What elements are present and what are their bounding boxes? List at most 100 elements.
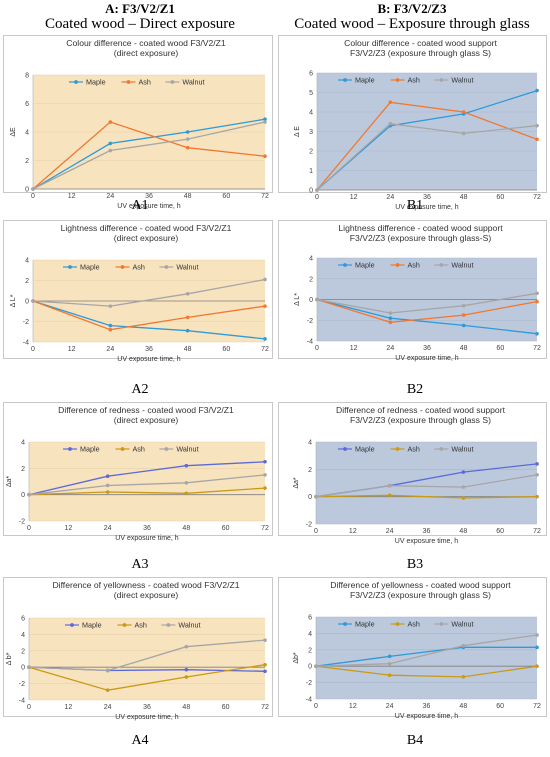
x-tick-label: 12 bbox=[350, 345, 358, 352]
y-axis-label: Δ L* bbox=[294, 293, 301, 306]
series-line-maple bbox=[28, 461, 266, 496]
legend-label-ash: Ash bbox=[408, 445, 420, 454]
series-line-ash bbox=[315, 494, 538, 499]
x-axis-label: UV exposure time, h bbox=[395, 204, 459, 211]
x-axis-label: UV exposure time, h bbox=[395, 538, 459, 545]
legend-label-walnut: Walnut bbox=[451, 261, 473, 270]
x-tick-label: 0 bbox=[315, 194, 319, 201]
y-tick-label: 0 bbox=[308, 664, 312, 671]
legend-marker-maple bbox=[70, 623, 74, 627]
x-tick-label: 48 bbox=[182, 525, 190, 532]
x-axis-label: UV exposure time, h bbox=[117, 356, 181, 363]
data-point-maple bbox=[108, 141, 113, 146]
data-point-walnut bbox=[535, 473, 539, 477]
data-point-ash bbox=[461, 313, 466, 317]
legend-label-walnut: Walnut bbox=[451, 445, 473, 454]
series-line-ash bbox=[28, 664, 266, 691]
x-tick-label: 36 bbox=[423, 345, 431, 352]
legend-marker-maple bbox=[343, 78, 347, 82]
data-point-walnut bbox=[315, 188, 319, 192]
legend-label-maple: Maple bbox=[355, 445, 375, 454]
x-tick-label: 24 bbox=[106, 193, 114, 200]
y-tick-label: 2 bbox=[25, 158, 29, 165]
data-point-ash bbox=[263, 154, 267, 159]
data-point-maple bbox=[263, 337, 267, 341]
data-point-walnut bbox=[461, 485, 466, 489]
column-b-code: B: F3/V2/Z3 bbox=[377, 1, 447, 16]
series-line-walnut bbox=[28, 474, 266, 496]
x-axis-label: UV exposure time, h bbox=[395, 355, 459, 362]
panel-label-b1: B1 bbox=[406, 198, 424, 213]
x-tick-label: 12 bbox=[64, 525, 72, 532]
x-tick-label: 72 bbox=[533, 703, 541, 710]
x-tick-label: 24 bbox=[104, 704, 112, 711]
chart-b2: Lightness difference - coated wood suppo… bbox=[278, 220, 547, 362]
x-tick-label: 72 bbox=[533, 345, 541, 352]
chart-title-line: (direct exposure) bbox=[114, 415, 179, 425]
data-point-maple bbox=[535, 88, 539, 93]
chart-title-line: Difference of redness - coated wood F3/V… bbox=[58, 405, 234, 415]
y-axis-label: Δ E bbox=[294, 126, 301, 137]
chart-title-line: (direct exposure) bbox=[114, 48, 179, 58]
data-point-walnut bbox=[185, 137, 190, 141]
data-point-maple bbox=[185, 130, 190, 134]
data-point-ash bbox=[184, 491, 189, 496]
data-point-walnut bbox=[387, 661, 392, 666]
data-point-ash bbox=[461, 496, 466, 500]
series-line-maple bbox=[315, 646, 537, 667]
data-point-ash bbox=[387, 673, 392, 678]
chart-a3: Difference of redness - coated wood F3/V… bbox=[3, 402, 273, 542]
data-point-ash bbox=[105, 490, 110, 494]
data-point-walnut bbox=[185, 292, 190, 296]
legend-label-maple: Maple bbox=[80, 445, 100, 454]
chart-title-line: Difference of yellowness - coated wood F… bbox=[52, 580, 239, 590]
y-axis-label: Δa* bbox=[6, 476, 13, 488]
legend-marker-walnut bbox=[439, 78, 444, 82]
data-point-walnut bbox=[263, 638, 267, 642]
series-line-walnut bbox=[32, 278, 266, 307]
x-tick-label: 48 bbox=[184, 193, 192, 200]
x-tick-label: 0 bbox=[314, 703, 318, 710]
data-point-walnut bbox=[263, 120, 267, 124]
x-tick-label: 36 bbox=[145, 193, 153, 200]
data-point-walnut bbox=[461, 643, 466, 648]
data-point-walnut bbox=[314, 664, 318, 668]
data-point-maple bbox=[108, 323, 113, 328]
data-point-walnut bbox=[105, 483, 110, 488]
y-tick-label: 2 bbox=[25, 278, 29, 285]
data-point-walnut bbox=[388, 311, 393, 315]
data-point-walnut bbox=[461, 303, 466, 308]
data-point-walnut bbox=[184, 481, 189, 485]
data-point-walnut bbox=[105, 668, 110, 673]
data-point-walnut bbox=[535, 291, 539, 296]
legend-label-walnut: Walnut bbox=[176, 445, 198, 454]
x-tick-label: 12 bbox=[68, 346, 76, 353]
y-tick-label: 2 bbox=[21, 648, 25, 655]
x-tick-label: 60 bbox=[496, 528, 504, 535]
x-tick-label: 72 bbox=[261, 193, 269, 200]
x-tick-label: 36 bbox=[143, 525, 151, 532]
y-tick-label: 8 bbox=[25, 73, 29, 80]
y-tick-label: 4 bbox=[309, 256, 313, 263]
y-tick-label: 4 bbox=[21, 440, 25, 447]
data-point-walnut bbox=[108, 304, 113, 308]
data-point-maple bbox=[185, 328, 190, 333]
panel-label-b2: B2 bbox=[406, 382, 424, 397]
data-point-maple bbox=[461, 470, 466, 474]
legend-label-ash: Ash bbox=[139, 78, 151, 87]
data-point-maple bbox=[184, 463, 189, 468]
y-tick-label: -4 bbox=[307, 339, 313, 346]
data-point-ash bbox=[185, 145, 190, 150]
x-tick-label: 72 bbox=[533, 194, 541, 201]
legend-label-ash: Ash bbox=[408, 261, 420, 270]
plot-area bbox=[316, 617, 537, 699]
x-tick-label: 60 bbox=[222, 525, 230, 532]
x-tick-label: 24 bbox=[386, 528, 394, 535]
data-point-walnut bbox=[108, 148, 113, 153]
y-tick-label: 0 bbox=[21, 665, 25, 672]
y-tick-label: 2 bbox=[308, 467, 312, 474]
series-line-walnut bbox=[316, 292, 538, 314]
data-point-walnut bbox=[31, 187, 35, 191]
column-header-a: A: F3/V2/Z1 Coated wood – Direct exposur… bbox=[5, 2, 275, 32]
x-tick-label: 0 bbox=[31, 346, 35, 353]
